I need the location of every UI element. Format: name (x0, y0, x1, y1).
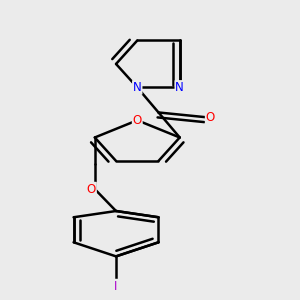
Text: O: O (133, 114, 142, 127)
Text: I: I (114, 280, 118, 292)
Text: O: O (206, 111, 215, 124)
Text: O: O (87, 183, 96, 196)
Text: N: N (175, 81, 184, 94)
Text: N: N (133, 81, 142, 94)
